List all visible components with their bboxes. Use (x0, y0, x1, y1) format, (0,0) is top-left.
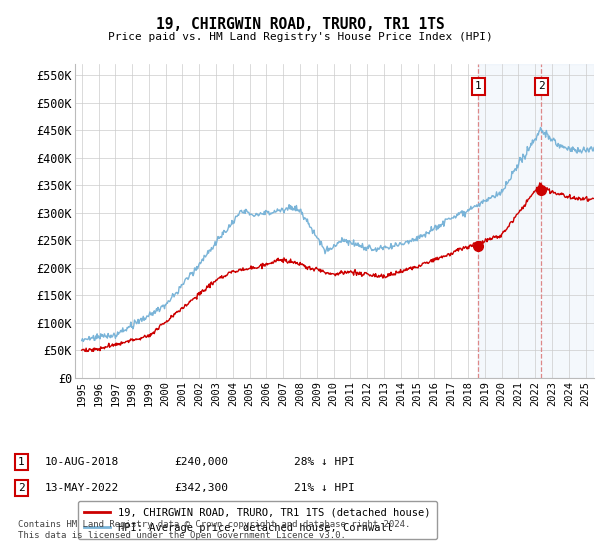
Text: 2: 2 (538, 81, 545, 91)
Legend: 19, CHIRGWIN ROAD, TRURO, TR1 1TS (detached house), HPI: Average price, detached: 19, CHIRGWIN ROAD, TRURO, TR1 1TS (detac… (77, 501, 437, 539)
Text: Price paid vs. HM Land Registry's House Price Index (HPI): Price paid vs. HM Land Registry's House … (107, 32, 493, 43)
Text: 21% ↓ HPI: 21% ↓ HPI (294, 483, 355, 493)
Text: 2: 2 (18, 483, 25, 493)
Text: 19, CHIRGWIN ROAD, TRURO, TR1 1TS: 19, CHIRGWIN ROAD, TRURO, TR1 1TS (155, 17, 445, 32)
Text: 1: 1 (475, 81, 482, 91)
Text: 10-AUG-2018: 10-AUG-2018 (45, 457, 119, 467)
Text: £342,300: £342,300 (174, 483, 228, 493)
Text: Contains HM Land Registry data © Crown copyright and database right 2024.
This d: Contains HM Land Registry data © Crown c… (18, 520, 410, 540)
Bar (478, 64, 594, 378)
Text: 28% ↓ HPI: 28% ↓ HPI (294, 457, 355, 467)
Text: 1: 1 (18, 457, 25, 467)
Text: £240,000: £240,000 (174, 457, 228, 467)
Text: 13-MAY-2022: 13-MAY-2022 (45, 483, 119, 493)
